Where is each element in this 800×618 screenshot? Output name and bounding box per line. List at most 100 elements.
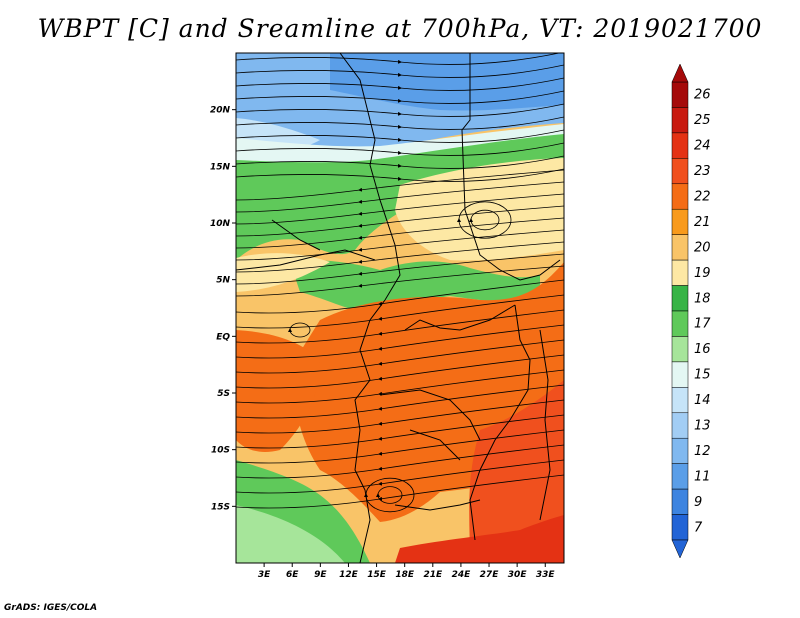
colorbar-top-arrow: [671, 63, 689, 83]
streamline-4: [236, 103, 564, 117]
border-line-6: [394, 499, 481, 511]
colorbar: 26 25 24 23 22 21 20 19 18 17 16 15 14 13 12 11 9 7: [671, 63, 711, 559]
streamline-31: [236, 459, 564, 494]
colorbar-label: 11: [694, 469, 711, 484]
colorbar-swatch: [671, 158, 689, 185]
border-line-5: [379, 389, 481, 441]
lat-tick-label: 20N: [210, 106, 231, 116]
border-line-3: [404, 304, 516, 331]
lat-tick-label: 15N: [210, 162, 231, 172]
chart-title: WBPT [C] and Sreamline at 700hPa, VT: 20…: [37, 14, 763, 43]
lon-tick-label: 33E: [536, 570, 556, 580]
zone-orange-west: [236, 330, 320, 452]
colorbar-label: 17: [694, 317, 711, 332]
streamline-12: [236, 193, 564, 225]
streamline-2: [236, 77, 564, 91]
lat-tick-label: 15S: [211, 502, 230, 512]
streamline-35: [376, 486, 403, 504]
colorbar-bottom-arrow: [671, 539, 689, 559]
streamline-0: [236, 53, 562, 65]
zone-light-yellow: [395, 158, 564, 261]
lon-tick-label: 30E: [508, 570, 528, 580]
streamline-10: [236, 169, 564, 201]
streamline-23: [236, 339, 564, 374]
colorbar-swatch: [671, 488, 689, 515]
lon-tick-label: 3E: [258, 570, 271, 580]
colorbar-swatch: [671, 285, 689, 312]
streamline-1: [236, 64, 564, 78]
lon-tick-label: 21E: [423, 570, 443, 580]
lat-tick-label: EQ: [216, 332, 230, 342]
colorbar-label: 13: [694, 419, 711, 434]
map-axes: 20N 15N 10N 5N EQ 5S 10S 15S 3E 6E 9E 12E 15E 18E 21E 2…: [210, 106, 556, 580]
border-line-8: [271, 219, 321, 251]
colorbar-label: 21: [694, 215, 711, 230]
streamline-33: [469, 209, 500, 231]
colorbar-swatch: [671, 208, 689, 235]
streamline-17: [236, 253, 564, 285]
streamline-8: [236, 155, 564, 169]
streamline-25: [236, 369, 564, 404]
zone-red-south: [395, 515, 564, 563]
streamline-21: [236, 309, 564, 344]
streamline-18: [236, 265, 564, 297]
band-green-south: [290, 260, 540, 315]
lat-tick-label: 5S: [217, 389, 230, 399]
lon-tick-label: 9E: [314, 570, 327, 580]
streamline-5: [236, 116, 564, 130]
zone-green-southwest-dark: [236, 460, 370, 563]
streamline-13: [236, 205, 564, 237]
colorbar-swatch: [671, 81, 689, 108]
colorbar-swatch: [671, 361, 689, 388]
streamline-19: [236, 279, 564, 314]
colorbar-label: 19: [694, 266, 711, 281]
border-line-4: [469, 304, 531, 541]
streamline-3: [236, 90, 564, 104]
streamline-24: [236, 354, 564, 389]
colorbar-label: 25: [694, 113, 711, 128]
colorbar-swatch: [671, 183, 689, 210]
colorbar-label: 20: [694, 240, 711, 255]
colorbar-swatch: [671, 234, 689, 261]
streamline-36: [364, 477, 415, 513]
streamline-20: [236, 294, 564, 329]
lon-tick-label: 24E: [452, 570, 472, 580]
colorbar-label: 22: [694, 190, 711, 205]
streamline-16: [236, 241, 564, 273]
colorbar-label: 26: [694, 88, 711, 103]
lat-tick-label: 5N: [216, 276, 230, 286]
band-pale-cyan: [236, 124, 564, 165]
colorbar-label: 23: [694, 164, 711, 179]
colorbar-swatch: [671, 514, 689, 541]
streamline-29: [236, 429, 564, 464]
colorbar-label: 18: [694, 291, 711, 306]
streamline-28: [236, 414, 564, 449]
streamline-22: [236, 324, 564, 359]
streamlines: [236, 53, 564, 513]
border-line-0: [339, 53, 401, 563]
colorbar-swatch: [671, 259, 689, 286]
colorbar-label: 12: [694, 444, 711, 459]
colorbar-swatch: [671, 107, 689, 134]
colorbar-swatch: [671, 437, 689, 464]
streamline-11: [236, 181, 564, 213]
lon-tick-label: 18E: [395, 570, 415, 580]
zone-light-yellow-west: [236, 253, 330, 292]
streamline-7: [236, 142, 564, 156]
colorbar-swatch: [671, 463, 689, 490]
map-frame: [235, 52, 565, 564]
lon-tick-label: 15E: [367, 570, 387, 580]
lon-tick-label: 27E: [480, 570, 500, 580]
streamline-34: [457, 201, 512, 239]
lat-tick-label: 10S: [211, 446, 230, 456]
streamline-30: [236, 444, 564, 479]
band-north-darkblue: [330, 53, 564, 111]
streamline-6: [236, 129, 564, 143]
colorbar-label: 16: [694, 342, 711, 357]
lat-tick-label: 10N: [210, 219, 231, 229]
colorbar-swatch: [671, 132, 689, 159]
colorbar-label: 9: [694, 495, 702, 510]
country-borders: [236, 53, 564, 563]
colorbar-swatch: [671, 387, 689, 414]
streamline-32: [236, 474, 564, 509]
